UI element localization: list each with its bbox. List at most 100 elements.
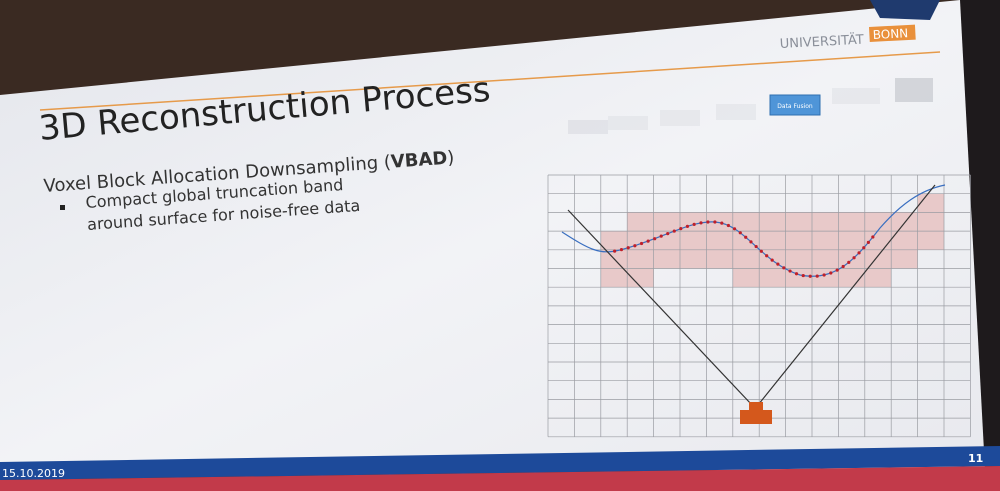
band-cell (732, 212, 760, 232)
sample-point (801, 273, 805, 278)
band-cell (653, 249, 680, 269)
section-bold: VBAD (390, 148, 448, 173)
band-cell (785, 249, 812, 269)
band-cell (812, 231, 839, 250)
band-cell (706, 212, 733, 232)
sample-point (871, 235, 875, 239)
university-label: UNIVERSITÄT (779, 32, 864, 52)
band-cell (732, 249, 760, 269)
sample-point (679, 227, 683, 231)
band-cell (627, 212, 654, 232)
sample-points (613, 220, 875, 278)
band-cell (812, 212, 839, 232)
sample-point (765, 254, 769, 258)
sample-point (829, 271, 833, 275)
band-cell (627, 249, 654, 269)
sample-point (692, 222, 696, 227)
section-text-end: ) (447, 147, 455, 168)
band-cell (680, 231, 707, 250)
sample-point (699, 221, 703, 225)
footer-date: 15.10.2019 (2, 467, 65, 480)
pipeline-faded (568, 78, 933, 134)
band-cell (759, 212, 786, 232)
band-cell (759, 231, 786, 250)
sample-point (666, 232, 670, 236)
band-cell (680, 212, 707, 232)
band-cell (838, 231, 865, 250)
sample-point (713, 220, 717, 224)
sample-point (646, 239, 650, 243)
band-cell (864, 249, 892, 269)
band-cell (891, 212, 918, 232)
sample-point (720, 221, 724, 225)
sample-point (857, 251, 861, 255)
sensor-lens (749, 402, 763, 411)
sample-point (776, 262, 780, 266)
band-cell (917, 212, 944, 232)
sample-point (749, 240, 753, 244)
band-cell (653, 212, 680, 232)
bullet-marker (60, 205, 65, 210)
sample-point (866, 240, 870, 245)
sample-point (626, 246, 630, 250)
sample-point (732, 227, 737, 231)
sample-point (815, 274, 819, 278)
band-cell (600, 231, 628, 250)
band-cell (600, 268, 628, 288)
pipeline-highlight-box (769, 94, 821, 116)
footer-bar (0, 446, 1000, 480)
band-cell (706, 231, 733, 250)
sample-point (685, 224, 690, 228)
pipeline-highlight: Data Fusion (777, 103, 813, 110)
sample-point (659, 234, 663, 238)
university-badge: BONN (872, 26, 908, 42)
sample-point (759, 249, 763, 253)
university-badge-bg (868, 24, 916, 42)
sample-point (726, 223, 730, 228)
sample-point (738, 231, 742, 235)
frustum-left (567, 209, 753, 406)
sample-point (619, 248, 624, 252)
header-rule (39, 51, 941, 111)
sample-point (639, 241, 644, 246)
sample-point (835, 268, 839, 272)
band-cell (864, 268, 892, 288)
sample-point (706, 220, 710, 224)
sample-point (613, 249, 617, 253)
band-cell (759, 268, 786, 288)
logo (870, 0, 940, 20)
band-cell (917, 231, 944, 250)
sample-point (852, 256, 856, 260)
band-cell (891, 249, 918, 269)
sample-point (788, 269, 792, 273)
page-number: 11 (968, 452, 983, 465)
band-cell (785, 212, 812, 232)
band-cell (680, 249, 707, 269)
sample-point (841, 264, 845, 269)
sample-point (862, 246, 866, 250)
band-cell (812, 249, 839, 269)
sensor-body (740, 410, 772, 424)
sample-point (822, 273, 826, 277)
band-cell (732, 268, 760, 288)
band-cell (785, 231, 812, 250)
sample-point (672, 229, 676, 233)
sample-point (633, 244, 637, 248)
band-cell (864, 231, 892, 250)
band-cell (732, 231, 760, 250)
band-cell (627, 268, 654, 288)
band-cell (785, 268, 812, 288)
band-cell (917, 193, 944, 213)
sample-point (653, 237, 657, 241)
band-cell (864, 212, 892, 232)
band-cell (891, 231, 918, 250)
band-cell (838, 268, 865, 288)
sample-point (770, 258, 774, 262)
sample-point (744, 235, 748, 239)
sample-point (754, 244, 758, 249)
sample-point (782, 266, 786, 270)
sample-point (794, 272, 799, 276)
sample-point (808, 274, 812, 278)
frustum-right (757, 184, 936, 406)
